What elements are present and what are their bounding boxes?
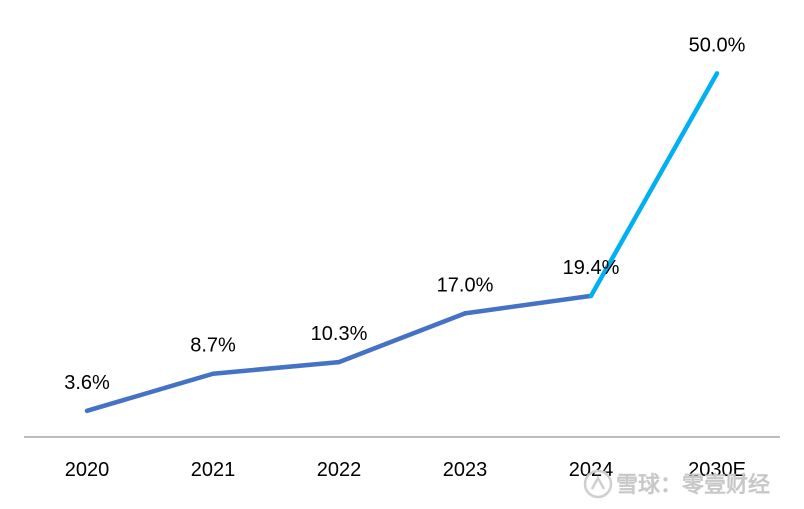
data-label: 19.4%: [563, 257, 620, 279]
line-segment: [462, 293, 594, 316]
data-label: 10.3%: [311, 323, 368, 345]
x-tick-label: 2030E: [688, 459, 746, 481]
line-segment: [210, 359, 342, 376]
x-tick-label: 2024: [569, 459, 614, 481]
line-segment: [84, 371, 216, 414]
watermark-text: 雪球：零壹财经: [616, 472, 770, 497]
forecast-line-segment: [588, 71, 720, 299]
x-tick-label: 2021: [191, 459, 236, 481]
line-segment: [336, 311, 468, 365]
x-tick-label: 2020: [65, 459, 110, 481]
data-label: 3.6%: [64, 372, 110, 394]
watermark: 雪球：零壹财经: [583, 469, 770, 499]
data-label: 8.7%: [190, 335, 236, 357]
data-label: 50.0%: [689, 34, 746, 56]
x-tick-label: 2023: [443, 459, 488, 481]
snowball-logo-icon: [583, 469, 613, 499]
data-label: 17.0%: [437, 274, 494, 296]
x-tick-label: 2022: [317, 459, 362, 481]
